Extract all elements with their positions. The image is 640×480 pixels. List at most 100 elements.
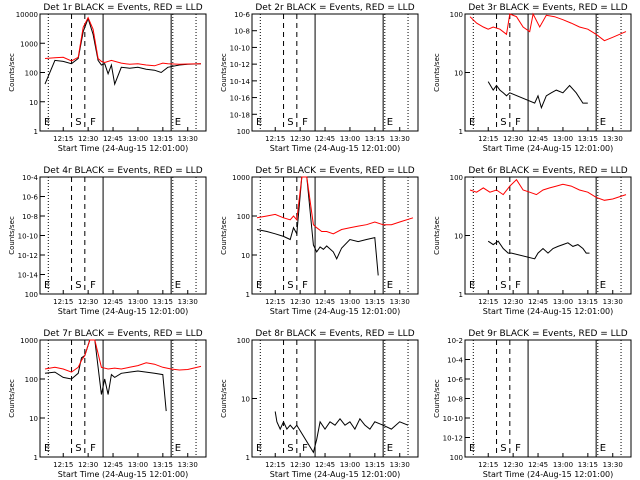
x-tick-label: 13:30: [603, 461, 623, 469]
x-axis-label: Start Time (24-Aug-15 12:01:00): [270, 470, 401, 479]
marker-label-e: E: [387, 280, 393, 291]
x-tick-label: 12:45: [528, 461, 548, 469]
x-tick-label: 12:30: [290, 461, 310, 469]
marker-label-s: S: [287, 443, 293, 454]
y-tick-label: 1: [34, 128, 38, 136]
y-tick-label: 1000: [20, 40, 38, 48]
y-axis-label: Counts/sec: [220, 379, 228, 418]
axes-frame: [464, 176, 632, 295]
panel-4: Det 4r BLACK = Events, RED = LLD 10-4 10-6…: [8, 166, 207, 316]
series-line-lld: [469, 178, 627, 201]
y-tick-label: 100: [25, 376, 38, 384]
y-tick-label: 100: [450, 11, 463, 19]
x-tick-label: 13:00: [340, 135, 360, 143]
x-tick-label: 12:45: [528, 298, 548, 306]
y-axis-label: Counts/sec: [8, 379, 16, 418]
series-line-events: [487, 81, 588, 110]
marker-label-e: E: [600, 117, 606, 128]
y-tick-label: 10-6: [234, 11, 250, 19]
y-tick-label: 10-6: [447, 376, 463, 384]
y-tick-label: 1: [246, 291, 250, 299]
marker-label-e: E: [387, 117, 393, 128]
y-tick-label: 100: [25, 291, 38, 299]
x-tick-label: 12:15: [265, 135, 285, 143]
marker-label-f: F: [515, 443, 521, 454]
marker-label-e: E: [387, 443, 393, 454]
x-axis-label: Start Time (24-Aug-15 12:01:00): [270, 307, 401, 316]
y-tick-label: 1: [34, 454, 38, 462]
x-tick-label: 13:15: [365, 461, 385, 469]
x-tick-label: 13:15: [578, 298, 598, 306]
x-tick-label: 12:30: [78, 298, 98, 306]
y-tick-label: 1: [246, 454, 250, 462]
marker-label-s: S: [500, 117, 506, 128]
y-tick-label: 1: [459, 291, 463, 299]
panel-title: Det 6r BLACK = Events, RED = LLD: [468, 166, 627, 176]
x-tick-label: 13:00: [553, 298, 573, 306]
x-tick-label: 13:00: [553, 461, 573, 469]
x-tick-label: 13:15: [153, 298, 173, 306]
x-tick-label: 13:30: [390, 135, 410, 143]
panel-title: Det 8r BLACK = Events, RED = LLD: [255, 329, 414, 339]
x-tick-label: 12:15: [265, 298, 285, 306]
marker-label-f: F: [515, 280, 521, 291]
marker-label-e: E: [600, 443, 606, 454]
y-tick-label: 10: [241, 252, 250, 260]
marker-label-f: F: [90, 117, 96, 128]
x-tick-label: 12:45: [103, 135, 123, 143]
y-tick-label: 100: [450, 174, 463, 182]
x-axis-label: Start Time (24-Aug-15 12:01:00): [483, 470, 614, 479]
x-tick-label: 12:30: [78, 135, 98, 143]
y-axis-label: Counts/sec: [8, 53, 16, 92]
y-axis-label: Counts/sec: [8, 216, 16, 255]
axes-frame: [251, 339, 419, 458]
y-tick-label: 10-14: [18, 272, 39, 280]
x-tick-label: 12:30: [503, 461, 523, 469]
y-tick-label: 10-12: [443, 435, 463, 443]
x-tick-label: 13:30: [390, 298, 410, 306]
marker-label-f: F: [302, 280, 308, 291]
series-line-lld: [256, 176, 414, 235]
marker-label-e: E: [256, 280, 262, 291]
y-tick-label: 10-18: [230, 111, 250, 119]
panel-title: Det 3r BLACK = Events, RED = LLD: [468, 3, 627, 13]
y-tick-label: 10-14: [230, 78, 251, 86]
x-tick-label: 13:15: [153, 461, 173, 469]
y-tick-label: 10: [29, 99, 38, 107]
x-tick-label: 12:30: [503, 298, 523, 306]
x-tick-label: 13:00: [128, 135, 148, 143]
y-tick-label: 10: [29, 415, 38, 423]
y-tick-label: 1: [459, 128, 463, 136]
panel-7: Det 7r BLACK = Events, RED = LLD 1 10 100 10…: [8, 329, 207, 479]
x-tick-label: 13:15: [365, 298, 385, 306]
y-tick-label: 10-6: [22, 194, 38, 202]
panel-5: Det 5r BLACK = Events, RED = LLD 1 10 100 10…: [220, 166, 419, 316]
marker-label-e: E: [256, 117, 262, 128]
x-tick-label: 12:45: [103, 461, 123, 469]
y-tick-label: 1000: [20, 337, 38, 345]
marker-label-s: S: [500, 280, 506, 291]
y-tick-label: 10-4: [447, 357, 463, 365]
y-axis-label: Counts/sec: [433, 53, 441, 92]
x-tick-label: 13:15: [153, 135, 173, 143]
x-tick-label: 12:30: [78, 461, 98, 469]
x-tick-label: 12:30: [290, 135, 310, 143]
series-line-events: [274, 411, 409, 454]
y-tick-label: 10-16: [230, 95, 251, 103]
y-tick-label: 100: [450, 454, 463, 462]
marker-label-s: S: [287, 117, 293, 128]
y-axis-label: Counts/sec: [433, 379, 441, 418]
x-axis-label: Start Time (24-Aug-15 12:01:00): [270, 144, 401, 153]
y-tick-label: 10: [454, 233, 463, 241]
x-tick-label: 13:30: [603, 135, 623, 143]
marker-label-f: F: [90, 443, 96, 454]
x-tick-label: 13:15: [578, 461, 598, 469]
panel-1: Det 1r BLACK = Events, RED = LLD 1 10 100 10…: [8, 3, 207, 153]
y-tick-label: 100: [237, 337, 250, 345]
marker-label-e: E: [256, 443, 262, 454]
x-tick-label: 13:00: [340, 298, 360, 306]
x-tick-label: 13:00: [128, 461, 148, 469]
marker-label-e: E: [175, 117, 181, 128]
panel-2: Det 2r BLACK = Events, RED = LLD 10-6 10-8…: [220, 3, 419, 153]
